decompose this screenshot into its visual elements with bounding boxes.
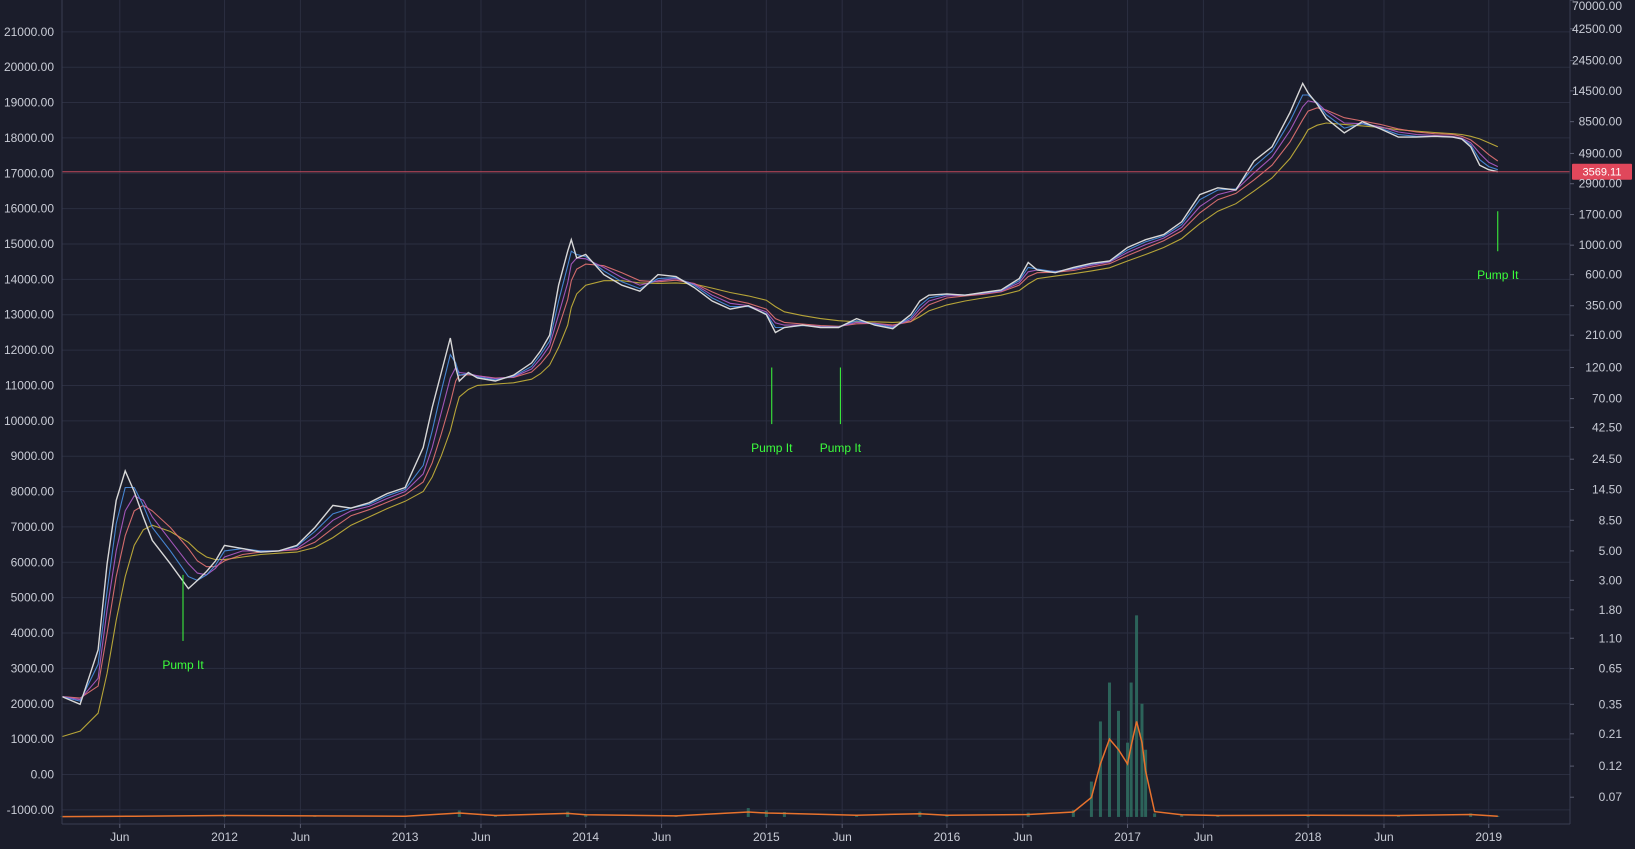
right-tick-label: 70.00 bbox=[1592, 392, 1622, 406]
x-tick-label: 2016 bbox=[934, 830, 961, 844]
volume-bar bbox=[1071, 809, 1075, 817]
volume-bar bbox=[1135, 615, 1139, 817]
volume-bar bbox=[1306, 815, 1310, 817]
x-tick-label: Jun bbox=[1194, 830, 1213, 844]
x-tick-label: Jun bbox=[110, 830, 129, 844]
right-tick-label: 0.07 bbox=[1599, 790, 1623, 804]
current-price-label: 3569.11 bbox=[1583, 167, 1622, 179]
volume-bars bbox=[60, 615, 1500, 818]
volume-bar bbox=[1089, 781, 1093, 817]
right-tick-label: 0.12 bbox=[1599, 759, 1623, 773]
volume-bar bbox=[1180, 815, 1184, 817]
x-tick-label: Jun bbox=[471, 830, 490, 844]
left-tick-label: 2000.00 bbox=[11, 697, 55, 711]
volume-bar bbox=[1153, 813, 1157, 817]
x-tick-label: Jun bbox=[1374, 830, 1393, 844]
left-tick-label: 1000.00 bbox=[11, 732, 55, 746]
pump-it-label: Pump It bbox=[820, 441, 862, 455]
right-tick-label: 1.10 bbox=[1599, 631, 1623, 645]
right-tick-label: 0.35 bbox=[1599, 697, 1623, 711]
volume-bar bbox=[782, 811, 786, 817]
left-tick-label: 20000.00 bbox=[4, 60, 54, 74]
x-tick-label: 2015 bbox=[753, 830, 780, 844]
right-tick-label: 1.80 bbox=[1599, 603, 1623, 617]
right-tick-label: 42500.00 bbox=[1572, 22, 1622, 36]
left-tick-label: 19000.00 bbox=[4, 96, 54, 110]
pump-it-label: Pump It bbox=[1477, 268, 1519, 282]
right-tick-label: 120.00 bbox=[1585, 361, 1622, 375]
left-tick-label: 17000.00 bbox=[4, 166, 54, 180]
left-tick-label: 7000.00 bbox=[11, 520, 55, 534]
right-tick-label: 14500.00 bbox=[1572, 84, 1622, 98]
grid bbox=[62, 0, 1570, 824]
left-tick-label: 8000.00 bbox=[11, 485, 55, 499]
left-tick-label: 18000.00 bbox=[4, 131, 54, 145]
left-tick-label: 3000.00 bbox=[11, 661, 55, 675]
right-tick-label: 2900.00 bbox=[1579, 177, 1623, 191]
x-tick-label: 2014 bbox=[572, 830, 599, 844]
pump-it-label: Pump It bbox=[162, 658, 204, 672]
x-tick-label: 2012 bbox=[211, 830, 238, 844]
left-tick-label: -1000.00 bbox=[7, 803, 55, 817]
right-tick-label: 70000.00 bbox=[1572, 0, 1622, 13]
x-tick-label: 2017 bbox=[1114, 830, 1141, 844]
volume-bar bbox=[1117, 710, 1121, 817]
left-tick-label: 6000.00 bbox=[11, 555, 55, 569]
left-tick-label: 0.00 bbox=[31, 767, 55, 781]
left-tick-label: 14000.00 bbox=[4, 272, 54, 286]
right-tick-label: 600.00 bbox=[1585, 268, 1622, 282]
x-tick-label: Jun bbox=[1013, 830, 1032, 844]
current-price-line: 3569.11 bbox=[62, 163, 1632, 180]
current-price-badge bbox=[1572, 163, 1632, 180]
x-tick-label: 2019 bbox=[1475, 830, 1502, 844]
right-tick-label: 1700.00 bbox=[1579, 208, 1623, 222]
right-tick-label: 210.00 bbox=[1585, 328, 1622, 342]
right-tick-label: 0.21 bbox=[1599, 727, 1623, 741]
right-tick-label: 24.50 bbox=[1592, 452, 1622, 466]
left-tick-label: 13000.00 bbox=[4, 308, 54, 322]
left-tick-label: 10000.00 bbox=[4, 414, 54, 428]
left-tick-label: 5000.00 bbox=[11, 591, 55, 605]
left-tick-label: 21000.00 bbox=[4, 25, 54, 39]
right-tick-label: 8.50 bbox=[1599, 513, 1623, 527]
x-tick-label: 2013 bbox=[392, 830, 419, 844]
volume-bar bbox=[1126, 742, 1130, 817]
volume-bar bbox=[566, 811, 570, 817]
volume-bar bbox=[1144, 749, 1148, 817]
right-tick-label: 1000.00 bbox=[1579, 238, 1623, 252]
left-tick-label: 12000.00 bbox=[4, 343, 54, 357]
left-tick-label: 9000.00 bbox=[11, 449, 55, 463]
volume-ma-line bbox=[61, 721, 1498, 818]
price-line bbox=[61, 81, 1498, 706]
right-tick-label: 350.00 bbox=[1585, 299, 1622, 313]
x-tick-label: Jun bbox=[833, 830, 852, 844]
right-tick-label: 42.50 bbox=[1592, 420, 1622, 434]
x-tick-label: Jun bbox=[291, 830, 310, 844]
volume-bar bbox=[1107, 682, 1111, 817]
left-tick-label: 15000.00 bbox=[4, 237, 54, 251]
x-tick-label: Jun bbox=[652, 830, 671, 844]
right-tick-label: 14.50 bbox=[1592, 482, 1622, 496]
right-tick-label: 24500.00 bbox=[1572, 54, 1622, 68]
right-tick-label: 3.00 bbox=[1599, 573, 1623, 587]
volume-bar bbox=[1140, 703, 1144, 817]
left-tick-label: 16000.00 bbox=[4, 202, 54, 216]
volume-bar bbox=[1098, 721, 1102, 817]
right-tick-label: 0.65 bbox=[1599, 662, 1623, 676]
annotations: Pump It Pump It Pump It Pump It bbox=[162, 211, 1519, 672]
right-tick-label: 8500.00 bbox=[1579, 115, 1623, 129]
right-tick-label: 5.00 bbox=[1599, 544, 1623, 558]
axes: 21000.00 20000.00 19000.00 18000.00 17000.00… bbox=[4, 0, 1622, 844]
left-tick-label: 11000.00 bbox=[5, 378, 54, 392]
pump-it-label: Pump It bbox=[751, 441, 793, 455]
left-tick-label: 4000.00 bbox=[11, 626, 55, 640]
x-tick-label: 2018 bbox=[1295, 830, 1322, 844]
right-tick-label: 4900.00 bbox=[1579, 146, 1623, 160]
